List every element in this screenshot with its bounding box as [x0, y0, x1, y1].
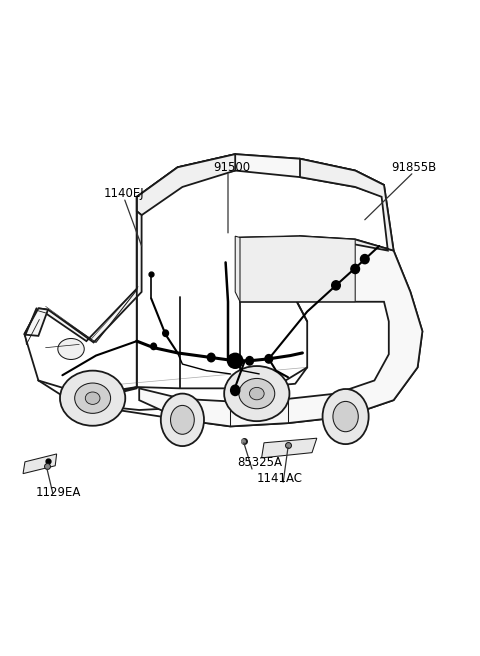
Polygon shape — [240, 236, 355, 302]
Ellipse shape — [162, 329, 169, 337]
Ellipse shape — [323, 389, 369, 444]
Ellipse shape — [230, 384, 240, 396]
Text: 1141AC: 1141AC — [257, 472, 303, 485]
Text: 85325A: 85325A — [238, 456, 283, 469]
Text: 91500: 91500 — [214, 161, 251, 174]
Polygon shape — [137, 154, 235, 215]
Polygon shape — [23, 454, 57, 474]
Ellipse shape — [170, 405, 194, 434]
Polygon shape — [74, 154, 422, 426]
Ellipse shape — [85, 392, 100, 404]
Polygon shape — [139, 236, 422, 426]
Ellipse shape — [332, 281, 340, 290]
Ellipse shape — [161, 394, 204, 446]
Ellipse shape — [250, 388, 264, 400]
Polygon shape — [38, 211, 142, 342]
Ellipse shape — [58, 338, 84, 359]
Polygon shape — [24, 308, 48, 336]
Ellipse shape — [239, 379, 275, 409]
Polygon shape — [300, 159, 394, 251]
Ellipse shape — [265, 354, 273, 363]
Ellipse shape — [227, 353, 244, 369]
Ellipse shape — [224, 366, 289, 421]
Ellipse shape — [207, 353, 215, 362]
Text: 91855B: 91855B — [391, 161, 436, 174]
Ellipse shape — [231, 357, 239, 365]
Polygon shape — [262, 438, 317, 458]
Polygon shape — [235, 236, 300, 302]
Ellipse shape — [360, 255, 369, 264]
Text: 1140EJ: 1140EJ — [103, 187, 144, 200]
Ellipse shape — [333, 401, 358, 432]
Text: 1129EA: 1129EA — [36, 485, 82, 499]
Ellipse shape — [351, 264, 360, 274]
Polygon shape — [137, 154, 384, 211]
Ellipse shape — [60, 371, 125, 426]
Ellipse shape — [246, 357, 253, 365]
Ellipse shape — [150, 342, 157, 350]
Ellipse shape — [75, 383, 110, 413]
